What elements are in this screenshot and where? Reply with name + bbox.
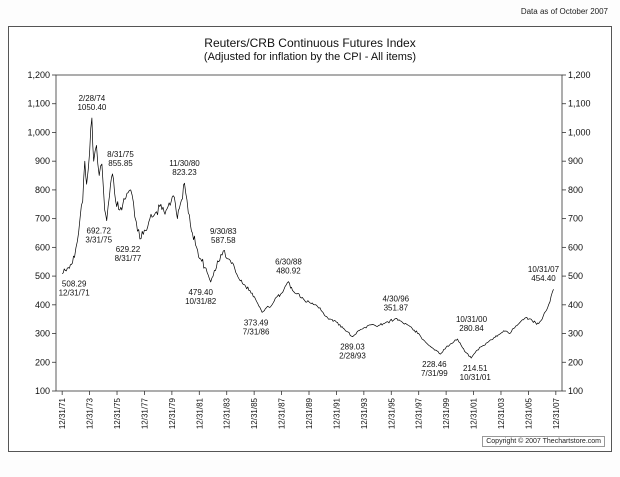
x-axis-tick-label: 12/31/87 <box>278 397 287 429</box>
x-axis-tick-label: 12/31/79 <box>168 397 177 429</box>
chart-frame: Reuters/CRB Continuous Futures Index (Ad… <box>8 26 612 452</box>
y-axis-tick-label: 1,200 <box>27 70 50 80</box>
annotation-line1: 10/31/07 <box>528 265 560 274</box>
annotation-line2: 480.92 <box>276 267 301 276</box>
annotation-line1: 2/28/74 <box>79 94 106 103</box>
x-axis-tick-label: 12/31/07 <box>552 397 561 429</box>
y-axis-tick-label-right: 500 <box>568 271 583 281</box>
annotation-line1: 629.22 <box>116 245 141 254</box>
y-axis-tick-label: 600 <box>35 242 50 252</box>
annotation-line2: 454.40 <box>531 274 556 283</box>
x-axis-tick-label: 12/31/85 <box>250 397 259 429</box>
y-axis-tick-label: 1,000 <box>27 127 50 137</box>
y-axis-tick-label-right: 800 <box>568 185 583 195</box>
x-axis-tick-label: 12/31/81 <box>195 397 204 429</box>
annotation-line1: 692.72 <box>87 227 112 236</box>
annotation-line2: 7/31/99 <box>421 369 448 378</box>
annotation-line1: 6/30/88 <box>275 258 302 267</box>
x-axis-tick-label: 12/31/95 <box>387 397 396 429</box>
annotation-line2: 7/31/86 <box>243 327 270 336</box>
y-axis-tick-label: 300 <box>35 329 50 339</box>
annotation-line2: 8/31/77 <box>115 254 142 263</box>
annotation-line1: 4/30/96 <box>382 295 409 304</box>
x-axis-tick-label: 12/31/71 <box>58 397 67 429</box>
data-as-of-label: Data as of October 2007 <box>520 7 608 16</box>
y-axis-tick-label-right: 300 <box>568 329 583 339</box>
annotation-line2: 351.87 <box>384 304 409 313</box>
annotation-line1: 373.49 <box>244 318 269 327</box>
y-axis-tick-label-right: 1,100 <box>568 99 591 109</box>
x-axis-tick-label: 12/31/91 <box>332 397 341 429</box>
x-axis-tick-label: 12/31/99 <box>442 397 451 429</box>
annotation-line2: 3/31/75 <box>85 236 112 245</box>
line-chart: 1,200 1,200 1,100 1,100 1,000 1,000 900 900 800 8… <box>27 70 591 429</box>
annotation-line2: 10/31/01 <box>460 373 492 382</box>
annotation-line1: 508.29 <box>62 280 87 289</box>
y-axis-tick-label: 500 <box>35 271 50 281</box>
y-axis-tick-label: 100 <box>35 386 50 396</box>
x-axis-tick-label: 12/31/77 <box>140 397 149 429</box>
y-axis-tick-label-right: 700 <box>568 214 583 224</box>
y-axis-tick-label: 900 <box>35 156 50 166</box>
y-axis-tick-label: 1,100 <box>27 99 50 109</box>
x-axis-tick-label: 12/31/83 <box>223 397 232 429</box>
y-axis-tick-label-right: 200 <box>568 357 583 367</box>
series-line <box>61 117 554 359</box>
annotation-line1: 289.03 <box>340 343 365 352</box>
y-axis-tick-label-right: 1,200 <box>568 70 591 80</box>
annotation-line2: 10/31/82 <box>185 297 217 306</box>
annotation-line1: 10/31/00 <box>456 315 488 324</box>
annotation-line1: 9/30/83 <box>210 227 237 236</box>
x-axis-tick-label: 12/31/93 <box>360 397 369 429</box>
annotation-line2: 2/28/93 <box>339 352 366 361</box>
x-axis-tick-label: 12/31/03 <box>497 397 506 429</box>
y-axis-tick-label-right: 600 <box>568 242 583 252</box>
annotation-line1: 214.51 <box>463 364 488 373</box>
y-axis-tick-label: 800 <box>35 185 50 195</box>
x-axis-tick-label: 12/31/05 <box>524 397 533 429</box>
y-axis-tick-label: 200 <box>35 357 50 367</box>
annotation-line1: 8/31/75 <box>107 150 134 159</box>
annotation-line2: 823.23 <box>172 168 197 177</box>
annotation-line2: 855.85 <box>108 159 133 168</box>
y-axis-tick-label: 400 <box>35 300 50 310</box>
annotation-line1: 479.40 <box>188 288 213 297</box>
x-axis-tick-label: 12/31/01 <box>470 397 479 429</box>
x-axis-tick-label: 12/31/75 <box>113 397 122 429</box>
x-axis-tick-label: 12/31/89 <box>305 397 314 429</box>
y-axis-tick-label-right: 100 <box>568 386 583 396</box>
x-axis-tick-label: 12/31/97 <box>415 397 424 429</box>
x-axis-tick-label: 12/31/73 <box>86 397 95 429</box>
annotation-line2: 587.58 <box>211 236 236 245</box>
chart-subtitle: (Adjusted for inflation by the CPI - All… <box>203 51 417 63</box>
y-axis-tick-label-right: 1,000 <box>568 127 591 137</box>
chart-title: Reuters/CRB Continuous Futures Index <box>204 36 416 50</box>
annotation-line1: 11/30/80 <box>169 159 200 168</box>
annotation-line2: 280.84 <box>459 324 484 333</box>
annotation-line2: 1050.40 <box>77 103 106 112</box>
annotation-line2: 12/31/71 <box>59 289 91 298</box>
y-axis-tick-label: 700 <box>35 214 50 224</box>
annotation-line1: 228.46 <box>422 360 447 369</box>
y-axis-tick-label-right: 900 <box>568 156 583 166</box>
copyright-label: Copyright © 2007 Thechartstore.com <box>482 436 605 447</box>
y-axis-tick-label-right: 400 <box>568 300 583 310</box>
